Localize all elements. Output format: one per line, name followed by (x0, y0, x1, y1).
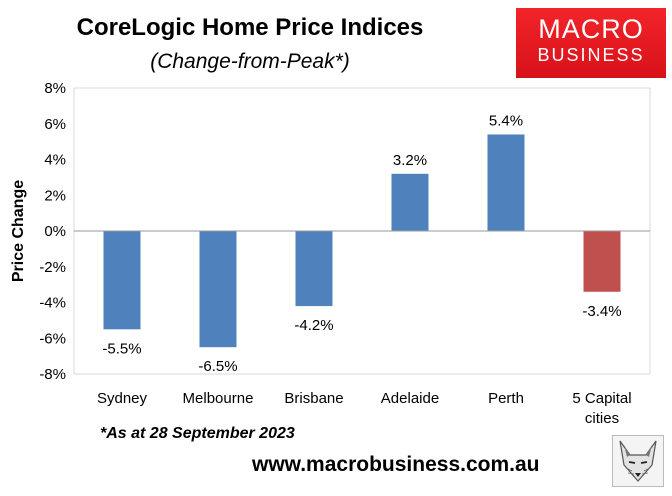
bar-melbourne (199, 231, 237, 348)
bar-sydney (103, 231, 141, 330)
y-tick-label: -6% (39, 330, 66, 347)
data-label: -4.2% (294, 317, 333, 334)
y-tick-label: -8% (39, 366, 66, 383)
y-axis-ticks: 8% 6% 4% 2% 0% -2% -4% -6% -8% (39, 80, 66, 383)
logo-line-1: MACRO (538, 14, 644, 44)
y-tick-label: -2% (39, 259, 66, 276)
y-tick-label: 4% (44, 152, 66, 169)
y-tick-label: 8% (44, 80, 66, 97)
data-label: 3.2% (393, 152, 427, 169)
x-tick-label: Sydney (97, 390, 148, 407)
x-tick-label: Brisbane (284, 390, 343, 407)
x-tick-label: Perth (488, 390, 524, 407)
bar-adelaide (391, 173, 429, 231)
bar-5-capital-cities (583, 231, 621, 292)
bar-brisbane (295, 231, 333, 307)
chart-title: CoreLogic Home Price Indices (76, 14, 424, 41)
y-tick-label: 6% (44, 116, 66, 133)
bar-series: -5.5% -6.5% -4.2% 3.2% 5.4% -3.4% (102, 112, 621, 375)
y-axis-label: Price Change (10, 180, 27, 282)
x-tick-label: Adelaide (381, 390, 439, 407)
y-tick-label: 0% (44, 223, 66, 240)
macrobusiness-logo: MACRO BUSINESS (516, 8, 666, 78)
x-tick-label: Melbourne (183, 390, 254, 407)
bar-perth (487, 134, 525, 231)
logo-line-2: BUSINESS (537, 45, 645, 65)
x-tick-label: 5 Capital cities (572, 390, 631, 427)
fox-icon (612, 435, 664, 487)
x-axis-labels: Sydney Melbourne Brisbane Adelaide Perth 5 Ca… (97, 390, 632, 427)
data-label: -3.4% (582, 303, 621, 320)
footnote: *As at 28 September 2023 (100, 425, 295, 442)
chart-subtitle: (Change-from-Peak*) (150, 50, 350, 73)
data-label: -5.5% (102, 340, 141, 357)
website-url: www.macrobusiness.com.au (252, 453, 540, 476)
y-tick-label: 2% (44, 187, 66, 204)
data-label: -6.5% (198, 358, 237, 375)
y-tick-label: -4% (39, 295, 66, 312)
data-label: 5.4% (489, 112, 523, 129)
